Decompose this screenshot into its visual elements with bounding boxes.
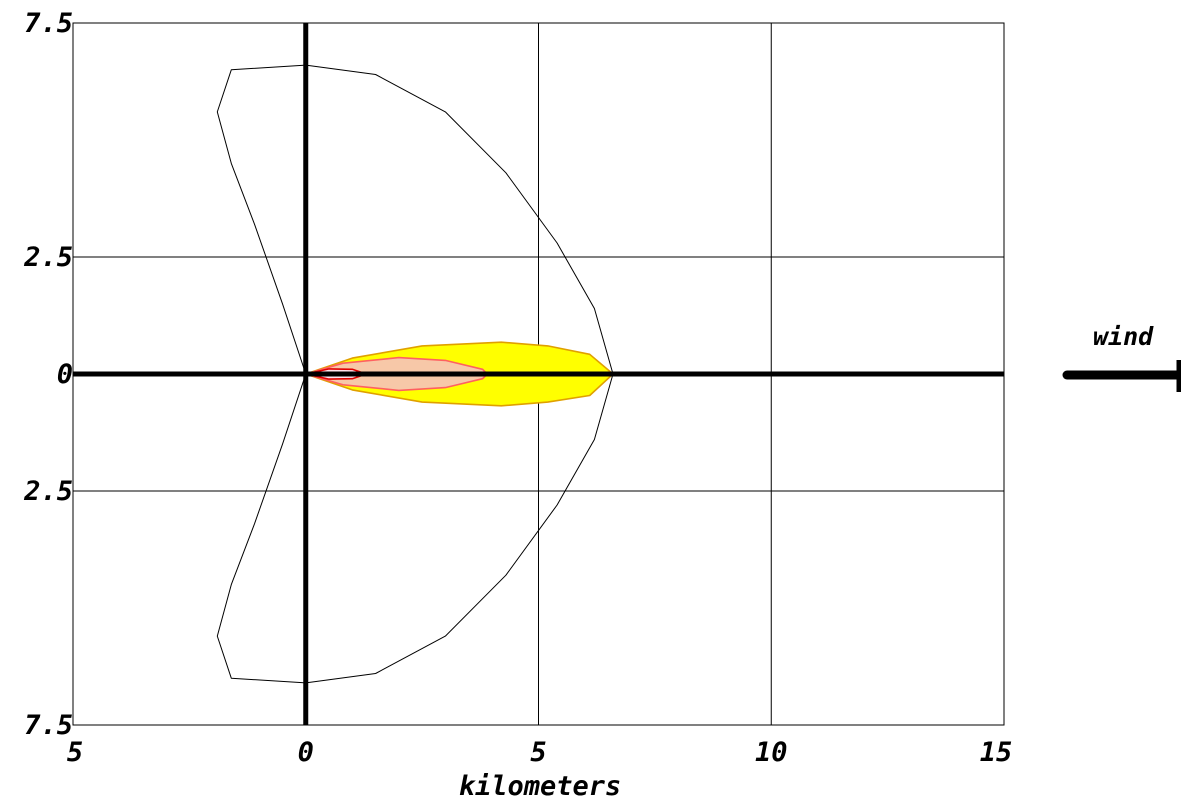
y-tick-label: 0 <box>57 359 73 390</box>
x-axis-title: kilometers <box>459 771 622 802</box>
wind-indicator: wind <box>1062 322 1181 392</box>
tick-labels: 5 0 5 10 15 7.5 2.5 0 2.5 7.5 <box>23 8 1012 768</box>
y-tick-label: 7.5 <box>24 710 73 741</box>
x-tick-label: 0 <box>298 737 314 768</box>
x-tick-label: 15 <box>980 737 1013 768</box>
wind-label: wind <box>1093 322 1154 351</box>
y-tick-label: 2.5 <box>23 476 73 507</box>
x-tick-label: 5 <box>67 737 83 768</box>
y-tick-label: 2.5 <box>23 242 73 273</box>
x-tick-label: 10 <box>755 737 788 768</box>
y-tick-label: 7.5 <box>24 8 73 39</box>
x-tick-label: 5 <box>530 737 546 768</box>
main-axes <box>73 23 1004 725</box>
